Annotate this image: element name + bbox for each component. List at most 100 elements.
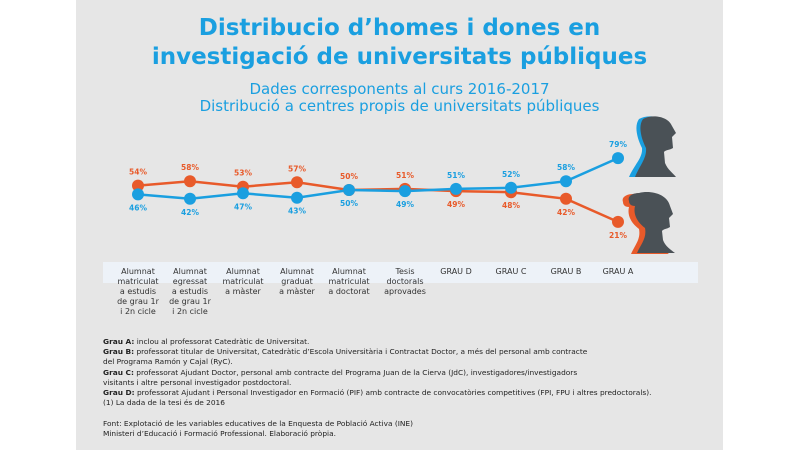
category-label: GRAU D: [426, 267, 486, 277]
note-text: professorat titular de Universitat, Cate…: [134, 347, 588, 357]
women-data-label: 57%: [288, 164, 306, 173]
category-label: Alumnat matriculat a màster: [213, 267, 273, 297]
category-band: [103, 262, 698, 283]
women-data-label: 42%: [557, 208, 575, 217]
note-text: del Programa Ramón y Cajal (RyC).: [103, 357, 233, 367]
men-data-label: 49%: [396, 200, 414, 209]
men-data-point: [505, 181, 517, 194]
category-label-line: Alumnat: [173, 267, 207, 276]
title-line-1: Distribucio d’homes i dones en: [198, 15, 601, 41]
line-chart: 54% 58% 53% 57% 50% 51% 49% 48% 42% 21% 46% 42% 47% 4…: [129, 116, 676, 254]
category-label-line: de grau 1r: [169, 297, 211, 306]
note-label: Grau B:: [103, 347, 135, 357]
men-data-point: [560, 175, 572, 188]
source: Font: Explotació de les variables educat…: [103, 419, 413, 439]
category-label-line: de grau 1r: [117, 297, 159, 306]
woman-silhouette-icon: [622, 192, 675, 254]
subtitle-line-1: Dades corresponents al curs 2016-2017: [249, 80, 550, 98]
men-data-label: 52%: [502, 170, 520, 179]
men-data-point: [132, 188, 144, 201]
note-line: Grau D: professorat Ajudant i Personal I…: [103, 388, 713, 398]
men-data-point: [291, 191, 303, 204]
women-data-label: 50%: [340, 172, 358, 181]
category-label: Alumnat graduat a màster: [267, 267, 327, 297]
man-silhouette-icon: [629, 116, 676, 177]
note-text: professorat Ajudant i Personal Investiga…: [134, 388, 652, 398]
category-label-line: a màster: [279, 287, 315, 296]
women-data-label: 21%: [609, 231, 627, 240]
women-data-label: 54%: [129, 168, 147, 177]
category-label-line: GRAU D: [440, 267, 472, 276]
category-label-line: a estudis: [171, 287, 209, 296]
men-data-point: [399, 185, 411, 198]
note-line: visitants i altre personal investigador …: [103, 378, 713, 388]
women-data-label: 48%: [502, 201, 520, 210]
note-text: visitants i altre personal investigador …: [103, 377, 292, 387]
men-data-label: 42%: [181, 208, 199, 217]
note-text: inclou al professorat Catedràtic de Univ…: [134, 337, 310, 346]
women-data-label: 51%: [396, 171, 414, 180]
men-data-label: 43%: [288, 207, 306, 216]
category-label-line: Alumnat: [121, 267, 155, 276]
women-data-point: [184, 175, 196, 188]
category-label: Alumnat matriculat a estudis de grau 1r i 2n…: [108, 267, 168, 317]
men-data-point: [343, 184, 355, 196]
category-label: GRAU B: [536, 267, 596, 277]
title-line-2: investigació de universitats públiques: [151, 44, 648, 70]
women-data-point: [291, 176, 303, 189]
women-data-label: 58%: [181, 163, 199, 172]
men-data-label: 79%: [609, 140, 627, 149]
men-data-label: 58%: [557, 163, 575, 172]
note-text: professorat Ajudant Doctor, personal amb…: [133, 367, 578, 377]
note-line: Grau C: professorat Ajudant Doctor, pers…: [103, 368, 713, 378]
category-label-line: Alumnat: [280, 267, 314, 276]
source-line-1: Font: Explotació de les variables educat…: [103, 419, 413, 428]
category-label-line: Alumnat: [226, 267, 260, 276]
category-label-line: Tesis: [395, 267, 415, 276]
men-data-label: 50%: [340, 199, 358, 208]
category-label-line: egressat: [172, 277, 208, 286]
men-data-label: 51%: [447, 171, 465, 180]
men-data-label: 47%: [234, 202, 252, 211]
category-label: Tesis doctorals aprovades: [375, 267, 435, 297]
women-series-line: [137, 179, 619, 224]
category-label-line: GRAU C: [495, 267, 527, 276]
category-label-line: GRAU A: [602, 267, 634, 276]
note-line: Grau A: inclou al professorat Catedràtic…: [103, 337, 713, 347]
category-label-line: matriculat: [117, 277, 159, 286]
men-data-point: [237, 187, 249, 200]
category-label: Alumnat matriculat a doctorat: [319, 267, 379, 297]
category-label-line: matriculat: [222, 277, 264, 286]
note-line: Grau B: professorat titular de Universit…: [103, 347, 713, 357]
subtitle-line-2: Distribució a centres propis de universi…: [199, 97, 600, 115]
note-label: Grau C:: [103, 367, 134, 377]
category-label-line: a màster: [225, 287, 261, 296]
men-data-point: [450, 182, 462, 195]
women-data-point: [560, 192, 572, 205]
category-label-line: a estudis: [119, 287, 157, 296]
men-data-label: 46%: [129, 203, 147, 212]
category-label-line: Alumnat: [332, 267, 366, 276]
category-label-line: graduat: [281, 277, 313, 286]
note-line: (1) La dada de la tesi és de 2016: [103, 398, 713, 408]
note-label: Grau D:: [103, 388, 135, 398]
men-data-point: [184, 192, 196, 205]
men-series-line: [137, 156, 619, 201]
category-label-line: doctorals: [386, 277, 424, 286]
category-label-line: GRAU B: [550, 267, 582, 276]
category-label-line: i 2n cicle: [172, 307, 208, 316]
category-label-line: a doctorat: [328, 287, 370, 296]
category-label: GRAU C: [481, 267, 541, 277]
men-data-point: [612, 152, 624, 165]
note-line: del Programa Ramón y Cajal (RyC).: [103, 357, 713, 367]
women-data-point: [612, 215, 624, 228]
source-line-2: Ministeri d’Educació i Formació Professi…: [103, 429, 336, 439]
women-data-label: 49%: [447, 200, 465, 209]
category-label: GRAU A: [588, 267, 648, 277]
women-data-label: 53%: [234, 169, 252, 178]
women-data-point: [132, 179, 144, 192]
note-text: (1) La dada de la tesi és de 2016: [103, 398, 225, 408]
category-label-line: aprovades: [384, 287, 426, 296]
notes: Grau A: inclou al professorat Catedràtic…: [103, 337, 713, 408]
category-label-line: matriculat: [328, 277, 370, 286]
